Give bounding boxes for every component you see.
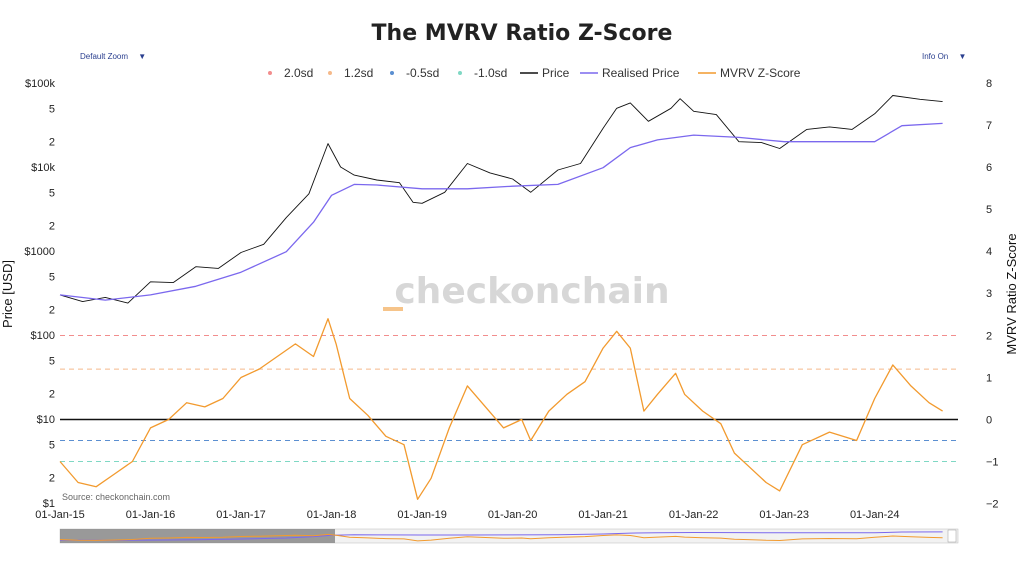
zoom-dropdown[interactable]: Default Zoom ▼ [80, 52, 152, 61]
legend-item-1.2sd[interactable]: 1.2sd [328, 66, 373, 80]
y-right-tick-label: 3 [986, 288, 992, 300]
watermark-underline [383, 307, 403, 311]
legend-label: -1.0sd [474, 66, 507, 80]
x-tick-label: 01-Jan-23 [759, 509, 809, 521]
legend-label: 2.0sd [284, 66, 313, 80]
series-group [59, 95, 943, 500]
legend-item-2.0sd[interactable]: 2.0sd [268, 66, 313, 80]
legend-label: Price [542, 66, 570, 80]
y-left-tick-label: 5 [49, 271, 55, 283]
watermark-text: checkonchain [394, 271, 669, 312]
legend-item-mvrv-z-score[interactable]: MVRV Z-Score [698, 66, 801, 80]
x-axis-ticks: 01-Jan-15 01-Jan-16 01-Jan-17 01-Jan-18 01-J… [35, 509, 899, 521]
legend-marker [268, 71, 272, 75]
y-right-tick-label: 7 [986, 120, 992, 132]
source-text: Source: checkonchain.com [62, 492, 170, 502]
y-left-tick-label: 2 [49, 305, 55, 317]
range-slider-left-mask[interactable] [60, 529, 335, 543]
zoom-dropdown-label: Default Zoom [80, 52, 129, 61]
x-tick-label: 01-Jan-16 [126, 509, 176, 521]
y-left-tick-label: 2 [49, 473, 55, 485]
x-tick-label: 01-Jan-17 [216, 509, 266, 521]
realised-price-line [59, 122, 943, 301]
legend-item--0.5sd[interactable]: -0.5sd [390, 66, 439, 80]
x-tick-label: 01-Jan-20 [488, 509, 538, 521]
y-right-axis-title: MVRV Ratio Z-Score [1004, 233, 1019, 354]
left-axis-ticks: $100k 5 2 $10k 5 2 $1000 5 2 $100 5 2 $10 5 2 $1 [24, 78, 55, 510]
y-left-tick-label: $10 [37, 414, 55, 426]
legend[interactable]: 2.0sd 1.2sd -0.5sd -1.0sd Price Realised Pric… [268, 66, 801, 80]
y-right-tick-label: 8 [986, 78, 992, 90]
x-tick-label: 01-Jan-22 [669, 509, 719, 521]
y-right-tick-label: −1 [986, 457, 999, 469]
y-left-tick-label: 5 [49, 187, 55, 199]
x-tick-label: 01-Jan-19 [397, 509, 447, 521]
x-tick-label: 01-Jan-21 [578, 509, 628, 521]
info-dropdown[interactable]: Info On ▼ [922, 52, 972, 61]
y-left-tick-label: $100 [31, 330, 55, 342]
legend-label: -0.5sd [406, 66, 439, 80]
y-left-tick-label: 2 [49, 389, 55, 401]
x-tick-label: 01-Jan-24 [850, 509, 900, 521]
range-slider-preview [59, 531, 943, 541]
legend-item--1.0sd[interactable]: -1.0sd [458, 66, 507, 80]
y-right-tick-label: 5 [986, 204, 992, 216]
x-tick-label: 01-Jan-15 [35, 509, 85, 521]
info-dropdown-label: Info On [922, 52, 949, 61]
y-right-tick-label: 0 [986, 415, 992, 427]
y-right-tick-label: 4 [986, 246, 992, 258]
y-left-tick-label: 5 [49, 355, 55, 367]
y-left-tick-label: $1 [43, 498, 55, 510]
right-axis-ticks: 8 7 6 5 4 3 2 1 0 −1 −2 [986, 78, 999, 511]
y-left-tick-label: $100k [25, 78, 55, 90]
legend-item-price[interactable]: Price [520, 66, 570, 80]
legend-label: Realised Price [602, 66, 680, 80]
legend-item-realised-price[interactable]: Realised Price [580, 66, 680, 80]
range-slider[interactable] [59, 528, 959, 544]
x-tick-label: 01-Jan-18 [307, 509, 357, 521]
legend-marker [458, 71, 462, 75]
chevron-down-icon: ▼ [138, 52, 147, 61]
y-right-tick-label: 1 [986, 373, 992, 385]
y-right-tick-label: 2 [986, 331, 992, 343]
chevron-down-icon: ▼ [958, 52, 967, 61]
reference-lines [60, 335, 958, 462]
y-left-axis-title: Price [USD] [0, 260, 15, 328]
price-line [59, 95, 943, 304]
legend-marker [390, 71, 394, 75]
range-slider-preview-zscore [59, 533, 943, 542]
mvrv-z-score-line [59, 318, 943, 500]
legend-label: 1.2sd [344, 66, 373, 80]
y-right-tick-label: −2 [986, 499, 999, 511]
legend-marker [328, 71, 332, 75]
range-slider-handle-right[interactable] [947, 529, 957, 543]
y-right-tick-label: 6 [986, 162, 992, 174]
y-left-tick-label: 5 [49, 439, 55, 451]
y-left-tick-label: $10k [31, 162, 55, 174]
y-left-tick-label: 2 [49, 221, 55, 233]
y-left-tick-label: 2 [49, 137, 55, 149]
y-left-tick-label: 5 [49, 103, 55, 115]
y-left-tick-label: $1000 [24, 246, 55, 258]
chart-title: The MVRV Ratio Z-Score [372, 21, 673, 46]
legend-label: MVRV Z-Score [720, 66, 801, 80]
